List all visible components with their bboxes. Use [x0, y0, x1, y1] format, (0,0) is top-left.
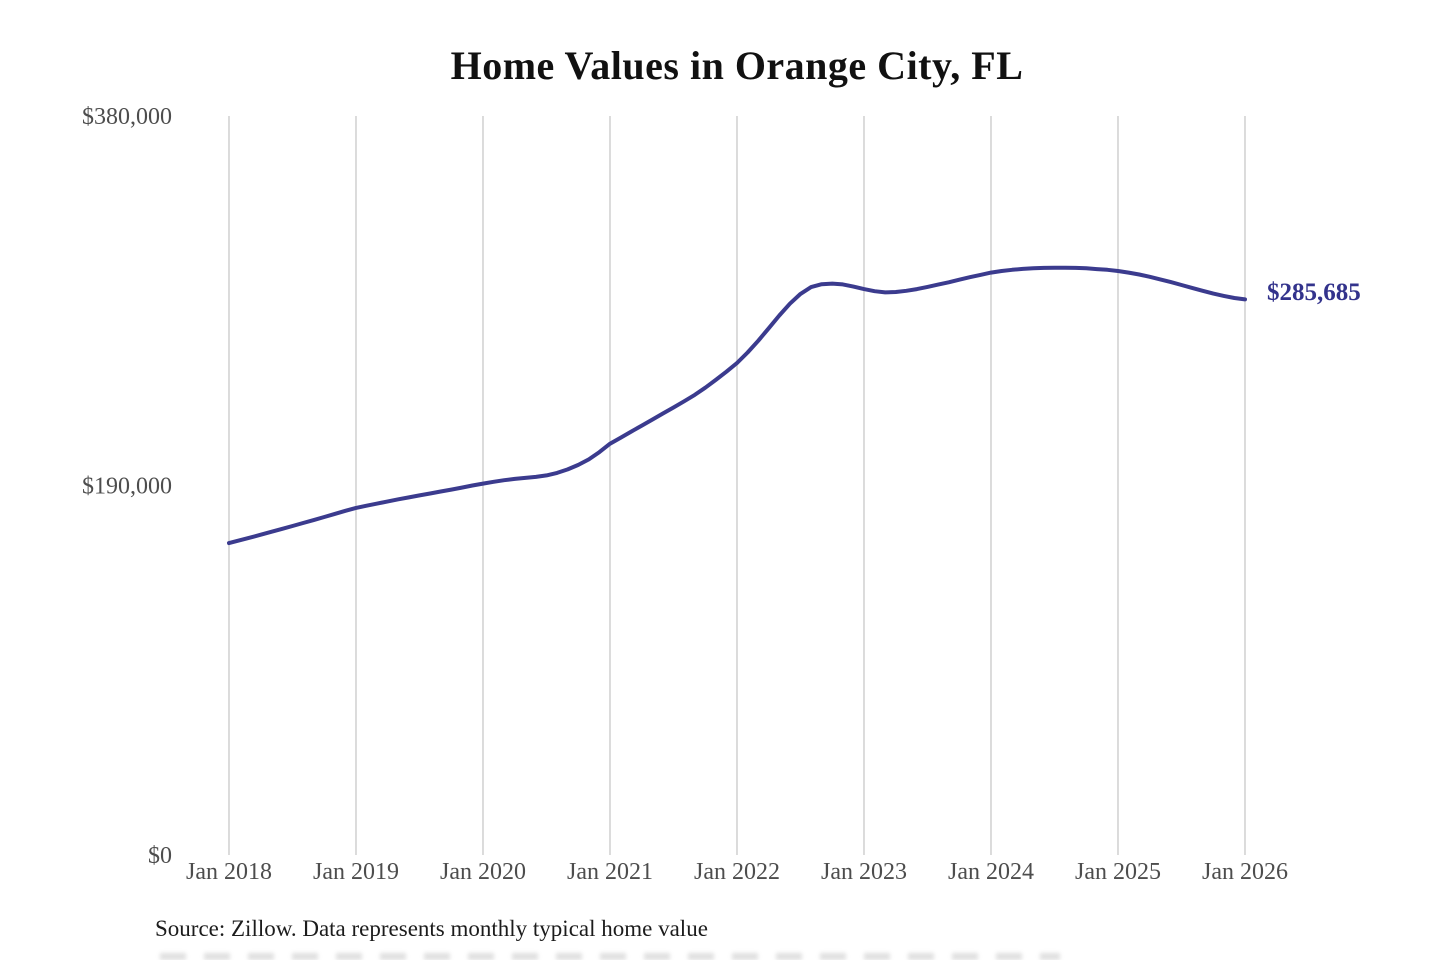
- x-tick-label: Jan 2018: [186, 859, 272, 885]
- source-note: Source: Zillow. Data represents monthly …: [155, 916, 708, 941]
- x-tick-label: Jan 2025: [1075, 859, 1161, 885]
- current-value-annotation: $285,685: [1267, 279, 1361, 306]
- x-tick-label: Jan 2019: [313, 859, 399, 885]
- x-tick-label: Jan 2020: [440, 859, 526, 885]
- y-tick-label: $380,000: [82, 104, 172, 130]
- y-tick-label: $190,000: [82, 474, 172, 500]
- home-value-line: [227, 265, 1247, 546]
- y-tick-label: $0: [148, 843, 172, 869]
- x-tick-label: Jan 2023: [821, 859, 907, 885]
- x-tick-label: Jan 2026: [1202, 859, 1288, 885]
- x-tick-label: Jan 2022: [694, 859, 780, 885]
- chart-title: Home Values in Orange City, FL: [450, 43, 1024, 88]
- x-tick-label: Jan 2021: [567, 859, 653, 885]
- x-tick-label: Jan 2024: [948, 859, 1034, 885]
- cropped-text-remnant: [160, 953, 1060, 960]
